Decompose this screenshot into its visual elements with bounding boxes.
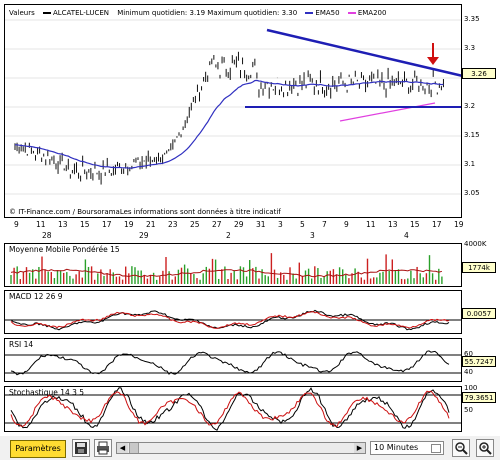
stoch-tag: 79.3651 bbox=[462, 392, 496, 403]
price-axis-tick: 3.2 bbox=[464, 102, 476, 110]
macd-signal-line bbox=[10, 310, 450, 329]
x-axis-tick: 7 bbox=[322, 220, 327, 229]
x-axis-tick: 31 bbox=[256, 220, 266, 229]
legend-symbol: ALCATEL-LUCEN bbox=[52, 9, 110, 17]
x-axis-tick: 27 bbox=[212, 220, 222, 229]
x-axis-tick: 13 bbox=[388, 220, 398, 229]
x-axis-tick: 21 bbox=[146, 220, 156, 229]
stoch-k-line bbox=[10, 387, 450, 431]
x-axis-tick: 17 bbox=[432, 220, 442, 229]
legend-minmax: Minimum quotidien: 3.19 Maximum quotidie… bbox=[117, 9, 298, 17]
macd-tag: 0.0057 bbox=[462, 308, 496, 319]
legend-ema200-swatch bbox=[347, 12, 356, 14]
x-axis-tick: 9 bbox=[14, 220, 19, 229]
x-axis-tick: 9 bbox=[344, 220, 349, 229]
x-axis-tick: 19 bbox=[124, 220, 134, 229]
scroll-right-arrow[interactable]: ▶ bbox=[354, 443, 365, 453]
rsi-line bbox=[10, 350, 450, 376]
price-axis-tick: 3.1 bbox=[464, 160, 476, 168]
stoch-axis-50: 50 bbox=[464, 406, 473, 414]
print-icon[interactable] bbox=[94, 439, 112, 457]
ema50-line bbox=[15, 79, 444, 169]
price-axis-tick: 3.3 bbox=[464, 44, 476, 52]
x-axis-month: 4 bbox=[404, 231, 409, 240]
volume-axis-top: 4000K bbox=[464, 240, 487, 248]
price-legend: Valeurs ALCATEL-LUCEN Minimum quotidien:… bbox=[9, 9, 392, 17]
red-arrowhead-icon bbox=[427, 57, 439, 65]
x-axis-tick: 15 bbox=[410, 220, 420, 229]
stoch-plot bbox=[5, 387, 461, 431]
x-axis-tick: 23 bbox=[168, 220, 178, 229]
x-axis: 9 11 13 15 17 19 21 23 25 27 29 31 3 5 7 9 11 13 15 17 19 28 2… bbox=[4, 220, 464, 242]
interval-select[interactable]: 10 Minutes bbox=[370, 441, 444, 455]
rsi-axis-60: 60 bbox=[464, 350, 473, 358]
scroll-thumb[interactable] bbox=[129, 443, 139, 453]
price-axis-tick: 3.15 bbox=[464, 131, 480, 139]
price-axis: 3.353.33.253.23.153.13.05 bbox=[462, 4, 496, 218]
legend-ema50: EMA50 bbox=[315, 9, 340, 17]
zoom-out-icon[interactable] bbox=[452, 439, 470, 457]
price-axis-tick: 3.35 bbox=[464, 15, 480, 23]
x-axis-tick: 11 bbox=[366, 220, 376, 229]
rsi-title: RSI 14 bbox=[9, 340, 34, 349]
legend-ema200: EMA200 bbox=[357, 9, 387, 17]
price-axis-tick: 3.05 bbox=[464, 189, 480, 197]
parametres-button[interactable]: Paramètres bbox=[10, 440, 66, 458]
price-tag: 3.26 bbox=[462, 68, 496, 79]
resistance-trendline bbox=[266, 28, 461, 77]
rsi-panel[interactable]: RSI 14 bbox=[4, 338, 462, 382]
x-axis-tick: 25 bbox=[190, 220, 200, 229]
volume-tag: 1774k bbox=[462, 262, 496, 273]
x-axis-tick: 17 bbox=[102, 220, 112, 229]
x-axis-tick: 11 bbox=[36, 220, 46, 229]
x-axis-tick: 5 bbox=[300, 220, 305, 229]
chevron-down-icon[interactable] bbox=[431, 444, 441, 453]
macd-plot bbox=[5, 309, 461, 331]
macd-title: MACD 12 26 9 bbox=[9, 292, 63, 301]
bottom-toolbar: Paramètres ◀ ▶ 10 Minutes bbox=[0, 436, 500, 460]
x-axis-tick: 29 bbox=[234, 220, 244, 229]
x-axis-month: 2 bbox=[226, 231, 231, 240]
macd-panel[interactable]: MACD 12 26 9 bbox=[4, 290, 462, 334]
ema200-line bbox=[339, 102, 436, 122]
volume-title: Moyenne Mobile Pondérée 15 bbox=[9, 245, 120, 254]
x-axis-month: 3 bbox=[310, 231, 315, 240]
zoom-in-icon[interactable] bbox=[476, 439, 494, 457]
credit-text: © IT-Finance.com / BoursoramaLes informa… bbox=[9, 208, 281, 216]
stoch-d-line bbox=[10, 390, 450, 428]
x-axis-tick: 3 bbox=[278, 220, 283, 229]
interval-value: 10 Minutes bbox=[374, 443, 419, 452]
rsi-tag: 55.7247 bbox=[462, 356, 496, 367]
scroll-left-arrow[interactable]: ◀ bbox=[117, 443, 128, 453]
volume-plot bbox=[10, 253, 443, 284]
price-chart[interactable]: Valeurs ALCATEL-LUCEN Minimum quotidien:… bbox=[4, 4, 462, 218]
price-plot bbox=[5, 19, 461, 195]
stoch-panel[interactable]: Stochastique 14 3 5 bbox=[4, 386, 462, 432]
rsi-plot bbox=[5, 350, 461, 376]
volume-wma-line bbox=[10, 268, 443, 278]
x-axis-tick: 19 bbox=[454, 220, 464, 229]
x-axis-tick: 15 bbox=[80, 220, 90, 229]
legend-symbol-swatch bbox=[42, 12, 51, 14]
x-axis-tick: 13 bbox=[58, 220, 68, 229]
stoch-axis-100: 100 bbox=[464, 384, 478, 392]
volume-panel[interactable]: Moyenne Mobile Pondérée 15 bbox=[4, 243, 462, 287]
x-axis-month: 29 bbox=[139, 231, 149, 240]
rsi-axis-40: 40 bbox=[464, 368, 473, 376]
save-icon[interactable] bbox=[72, 439, 90, 457]
x-axis-month: 28 bbox=[42, 231, 52, 240]
stoch-title: Stochastique 14 3 5 bbox=[9, 388, 85, 397]
time-scrollbar[interactable]: ◀ ▶ bbox=[116, 442, 366, 454]
legend-ema50-swatch bbox=[305, 12, 314, 14]
legend-valeurs: Valeurs bbox=[9, 9, 35, 17]
